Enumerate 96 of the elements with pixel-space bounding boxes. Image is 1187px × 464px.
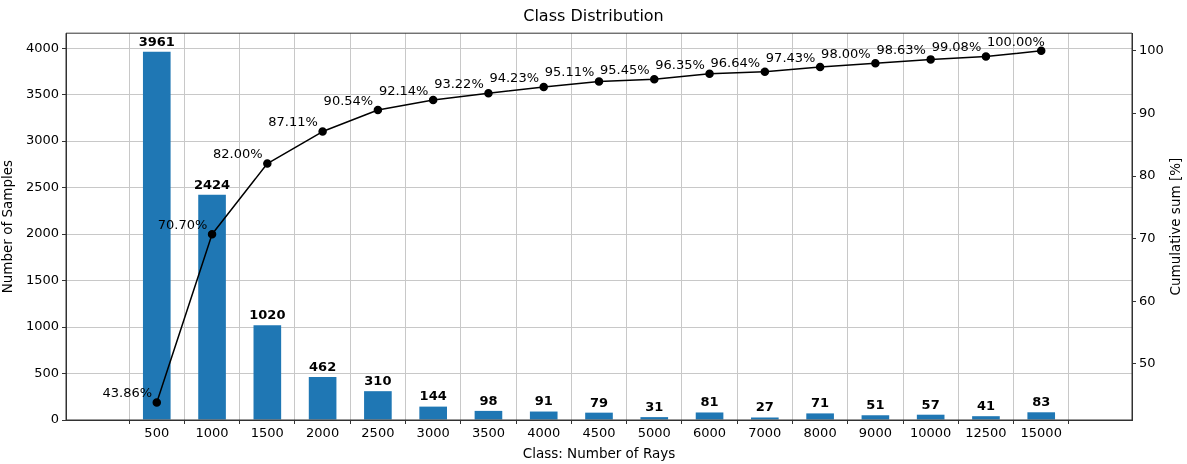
x-tick-label: 2500 <box>361 425 395 441</box>
y2-tick-label: 80 <box>1139 167 1156 183</box>
data-label: 97.43% <box>765 49 816 65</box>
point <box>263 159 272 168</box>
data-label: 3961 <box>138 33 175 49</box>
x-tick-label: 1000 <box>195 425 229 441</box>
y-tick-label: 500 <box>34 364 59 380</box>
point <box>981 52 991 61</box>
data-label: 100.00% <box>986 33 1045 49</box>
data-label: 95.45% <box>600 62 650 78</box>
point <box>152 398 162 407</box>
x-tick-label: 2000 <box>306 425 340 441</box>
y-tick-label: 1500 <box>25 271 59 287</box>
data-label: 98.63% <box>876 42 926 58</box>
data-label: 98 <box>479 392 498 408</box>
y2-tick-label: 70 <box>1139 230 1156 246</box>
data-label: 31 <box>645 398 664 414</box>
data-label: 91 <box>534 393 553 409</box>
y-tick-label: 2500 <box>25 178 59 194</box>
data-label: 2424 <box>193 176 231 192</box>
x-tick-label: 500 <box>144 425 170 441</box>
bar <box>751 417 779 420</box>
bar <box>1027 412 1056 420</box>
data-label: 99.08% <box>931 39 982 55</box>
bar <box>419 406 447 420</box>
y-tick-label: 0 <box>50 411 59 427</box>
x-tick-label: 15000 <box>1020 425 1062 441</box>
x-tick-label: 4000 <box>527 425 561 441</box>
bar <box>861 415 890 420</box>
y-tick-label: 3500 <box>25 86 59 102</box>
point <box>650 75 659 84</box>
data-label: 87.11% <box>268 114 318 130</box>
data-label: 93.22% <box>434 76 484 92</box>
bar <box>253 325 282 420</box>
x-tick-label: 3000 <box>416 425 450 441</box>
point <box>705 69 714 78</box>
data-label: 1020 <box>249 307 286 323</box>
point <box>926 55 935 64</box>
y-tick-label: 4000 <box>25 39 59 55</box>
y2-tick-label: 90 <box>1139 104 1156 120</box>
x-tick-label: 12500 <box>965 425 1007 441</box>
x-tick-label: 6000 <box>693 425 727 441</box>
bar <box>308 377 337 420</box>
point <box>207 230 217 239</box>
data-label: 27 <box>755 399 774 415</box>
data-label: 96.64% <box>710 54 761 70</box>
data-label: 79 <box>589 394 609 410</box>
point <box>428 95 438 105</box>
x-tick-label: 3500 <box>471 425 505 441</box>
bar <box>364 391 392 420</box>
data-label: 57 <box>921 396 940 412</box>
y2-axis-title: Cumulative sum [%] <box>1166 157 1183 296</box>
data-label: 310 <box>364 373 392 389</box>
data-label: 94.23% <box>489 69 540 85</box>
point <box>871 59 880 68</box>
y-tick-label: 1000 <box>25 318 59 334</box>
x-tick-label: 7000 <box>748 425 782 441</box>
data-label: 90.54% <box>323 92 374 108</box>
point <box>815 62 825 72</box>
y2-tick-label: 50 <box>1139 355 1156 371</box>
bar <box>806 413 834 420</box>
x-tick-label: 10000 <box>909 425 952 441</box>
y2-tick-label: 100 <box>1139 42 1164 58</box>
data-label: 81 <box>700 394 719 410</box>
chart-title: Class Distribution <box>523 5 664 25</box>
y2-tick-label: 60 <box>1139 292 1156 308</box>
data-label: 71 <box>811 395 830 411</box>
data-label: 462 <box>309 358 337 374</box>
x-axis-title: Class: Number of Rays <box>522 445 676 462</box>
point <box>1036 46 1046 56</box>
y-tick-label: 2000 <box>25 225 59 241</box>
bar <box>972 416 1000 420</box>
x-tick-label: 5000 <box>637 425 671 441</box>
point <box>760 67 770 77</box>
data-label: 144 <box>419 388 447 404</box>
data-label: 96.35% <box>655 56 705 72</box>
data-label: 82.00% <box>213 146 263 162</box>
x-tick-label: 8000 <box>803 425 837 441</box>
y-tick-label: 3000 <box>25 132 59 148</box>
data-label: 92.14% <box>378 82 429 98</box>
point <box>594 77 604 86</box>
bar <box>474 410 503 420</box>
data-label: 83 <box>1032 394 1051 410</box>
data-label: 95.11% <box>544 64 595 80</box>
bar <box>695 412 724 420</box>
y-axis-title: Number of Samples <box>0 159 15 294</box>
x-tick-label: 4500 <box>582 425 616 441</box>
data-label: 98.00% <box>821 46 871 62</box>
point <box>373 105 383 115</box>
x-tick-label: 1500 <box>250 425 284 441</box>
point <box>318 127 327 136</box>
point <box>539 82 548 92</box>
data-label: 51 <box>866 397 885 413</box>
point <box>484 89 493 98</box>
data-label: 41 <box>976 398 995 414</box>
x-tick-label: 9000 <box>858 425 892 441</box>
